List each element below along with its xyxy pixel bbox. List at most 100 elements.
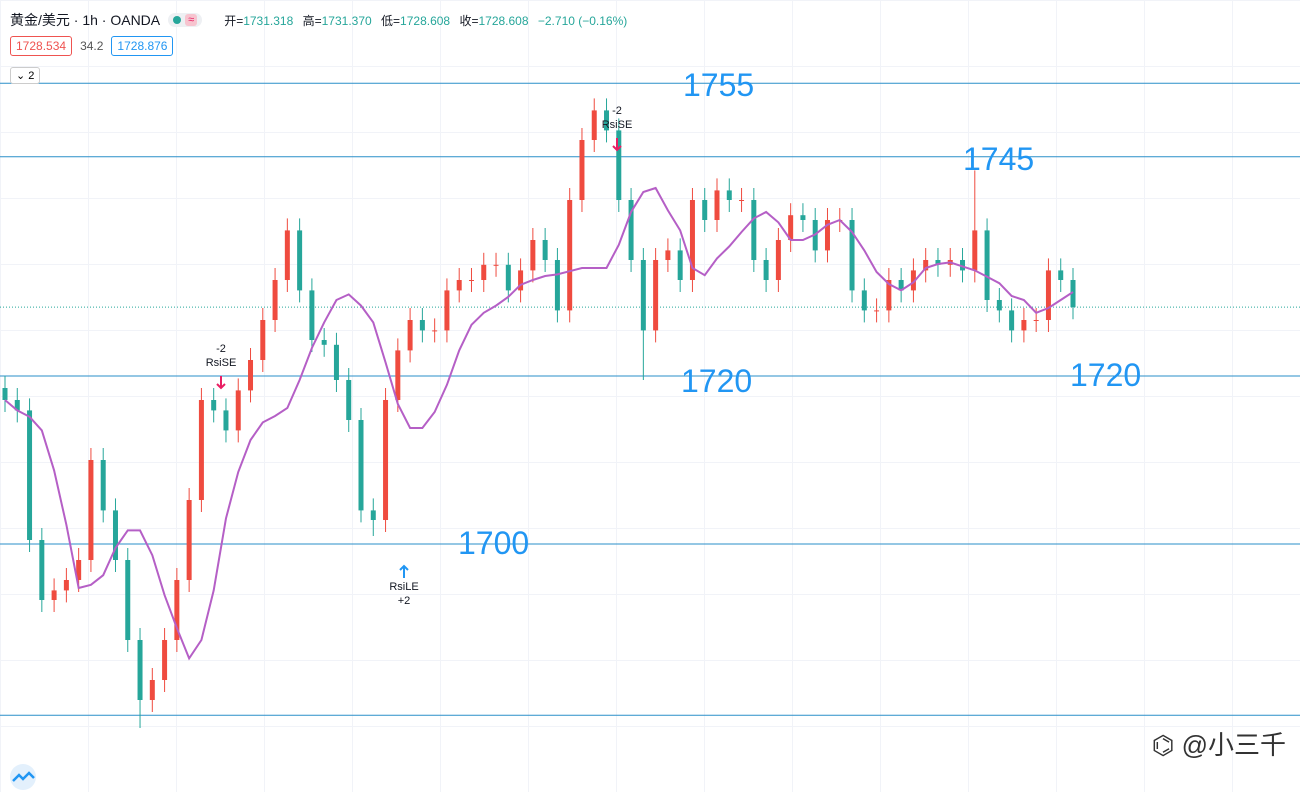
ohlc-label: 开= (224, 13, 244, 28)
quote-row: 1728.534 34.2 1728.876 (10, 36, 174, 56)
candle-body (370, 510, 376, 520)
collapse-count: 2 (28, 70, 35, 82)
candle-body (14, 400, 20, 411)
candle-body (260, 320, 266, 360)
candle-body (358, 420, 364, 511)
candle-body (1070, 280, 1076, 308)
bid[interactable]: 1728.534 (10, 36, 73, 56)
candle-body (849, 220, 855, 291)
candle-body (51, 590, 57, 600)
ohlc-label: 低= (381, 13, 401, 28)
candle-body (272, 280, 278, 320)
candle-body (861, 290, 867, 311)
candle-body (751, 200, 757, 260)
moving-average (4, 186, 1074, 661)
level-annotation: 1745 (963, 141, 1034, 177)
candle-body (248, 360, 254, 391)
candle-body (321, 340, 327, 345)
candle-body (493, 264, 499, 266)
candle-body (800, 215, 806, 220)
signal-label: +2 (398, 595, 411, 607)
candle-body (223, 410, 229, 431)
watermark-text: @小三千 (1181, 730, 1286, 760)
candle-body (591, 110, 597, 140)
candle-body (1021, 320, 1027, 331)
signal-label: -2 (612, 105, 622, 117)
candle-body (972, 230, 978, 271)
symbol[interactable]: 黄金/美元 · 1h · OANDA (10, 12, 161, 28)
signal-label: -2 (216, 343, 226, 355)
candle-body (984, 230, 990, 300)
candle-body (333, 344, 339, 380)
signal-arrow (612, 138, 622, 152)
candle-body (100, 460, 106, 511)
candle-body (665, 250, 671, 260)
candle-body (174, 580, 180, 640)
candle-body (27, 410, 33, 540)
candle-body (604, 110, 610, 131)
candle-body (628, 200, 634, 260)
candle-body (468, 280, 474, 281)
badge: ≈ (185, 14, 198, 26)
candle-body (726, 190, 732, 200)
candle-body (702, 200, 708, 220)
header: 黄金/美元 · 1h · OANDA ≈ 开=1731.318 高=1731.3… (10, 10, 633, 30)
signal-arrow (399, 564, 409, 578)
spread: 34.2 (80, 39, 104, 53)
candle-body (1033, 320, 1039, 321)
candle-body (996, 300, 1002, 311)
candle-body (530, 240, 536, 271)
level-annotation: 1720 (681, 363, 752, 399)
ohlc-label: 收= (459, 13, 479, 28)
level-annotation: 1755 (683, 67, 754, 103)
candle-body (554, 260, 560, 311)
candle-body (739, 200, 745, 201)
candle-body (960, 260, 966, 271)
level-annotation: 1720 (1070, 357, 1141, 393)
ask[interactable]: 1728.876 (111, 36, 174, 56)
candle-body (2, 388, 8, 400)
logo-mark (12, 771, 35, 782)
level-annotation: 1700 (458, 525, 529, 561)
candle-body (910, 270, 916, 291)
candle-body (788, 215, 794, 240)
candle-body (824, 220, 830, 251)
candle-body (689, 200, 695, 280)
candle-body (579, 140, 585, 200)
candle-body (383, 400, 389, 520)
candle-body (432, 330, 438, 332)
candle-body (542, 240, 548, 260)
candle-body (137, 640, 143, 700)
candle-body (284, 230, 290, 280)
candle-body (653, 260, 659, 331)
candle-body (1045, 270, 1051, 320)
candle-body (444, 290, 450, 331)
logo (10, 764, 36, 790)
candle-body (149, 680, 155, 700)
signal-label: RsiSE (602, 119, 633, 131)
ohlc-value: 1728.608 (478, 13, 529, 28)
candle-body (1058, 270, 1064, 280)
signal-arrow (216, 376, 226, 390)
candle-body (211, 400, 217, 411)
signal-label: RsiLE (389, 581, 418, 593)
candle-body (518, 270, 524, 291)
candle-body (481, 264, 487, 280)
candle-body (886, 280, 892, 311)
candle-body (640, 260, 646, 331)
ohlc: 开=1731.318 高=1731.370 低=1728.608 收=1728.… (224, 12, 633, 29)
ohlc-label: 高= (302, 13, 322, 28)
candle-body (76, 560, 82, 580)
collapse-button[interactable]: ⌄ 2 (10, 67, 41, 84)
candle-body (198, 400, 204, 500)
candle-body (616, 130, 622, 200)
candle-body (297, 230, 303, 291)
ohlc-value: 1731.370 (321, 13, 372, 28)
candle-body (125, 560, 131, 640)
candle-body (763, 260, 769, 280)
candle-body (419, 320, 425, 331)
watermark: ⌬ @小三千 (1151, 730, 1286, 760)
status-badge[interactable]: ≈ (168, 13, 203, 27)
